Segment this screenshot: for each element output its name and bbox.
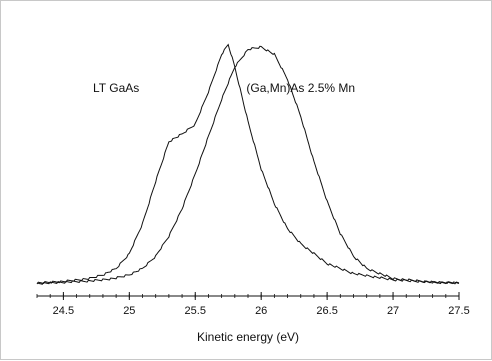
annotation-label: (Ga,Mn)As 2.5% Mn [246,81,355,95]
series-line-1 [36,43,460,285]
annotation-label: LT GaAs [93,81,139,95]
x-tick-label: 26 [255,305,267,317]
x-tick-label: 26.5 [316,305,337,317]
x-tick-label: 27.5 [448,305,469,317]
series-line-2 [36,45,460,285]
x-tick-label: 25 [123,305,135,317]
x-tick-label: 27 [387,305,399,317]
x-tick-label: 25.5 [185,305,206,317]
x-axis-title: Kinetic energy (eV) [197,330,299,344]
x-tick-label: 24.5 [53,305,74,317]
